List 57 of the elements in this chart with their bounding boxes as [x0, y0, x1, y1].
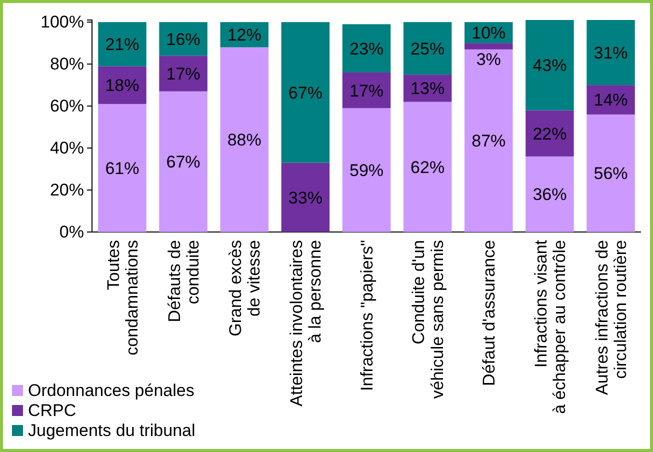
bar — [98, 66, 146, 104]
data-label: 43% — [532, 56, 567, 76]
data-label: 18% — [105, 76, 140, 96]
bar — [526, 110, 574, 156]
y-tick-label: 40% — [50, 138, 84, 158]
data-label: 23% — [349, 39, 384, 58]
bar — [464, 43, 513, 50]
bar — [342, 72, 391, 108]
y-tick-label: 100% — [40, 12, 84, 32]
data-label: 17% — [166, 64, 200, 84]
data-label: 31% — [594, 43, 628, 62]
bar — [281, 22, 330, 163]
data-label: 12% — [227, 26, 262, 45]
bar — [526, 156, 574, 232]
data-label: 56% — [594, 164, 628, 184]
data-label: 59% — [349, 161, 384, 180]
x-tick-label: Défaut d'assurance — [480, 240, 499, 386]
x-tick-label: Toutes condamnations — [104, 240, 142, 356]
y-tick-label: 60% — [50, 96, 84, 116]
bar — [586, 20, 635, 86]
data-label: 22% — [532, 124, 567, 144]
data-label: 67% — [288, 83, 322, 102]
bar — [342, 24, 391, 72]
bar — [403, 102, 452, 232]
data-label: 62% — [410, 158, 445, 177]
data-label: 33% — [288, 188, 322, 208]
legend-label: Jugements du tribunal — [28, 420, 196, 440]
bar — [403, 22, 452, 75]
bar — [342, 108, 391, 232]
legend-label: Ordonnances pénales — [28, 380, 194, 400]
data-label: 16% — [166, 30, 200, 49]
data-label: 3% — [476, 50, 501, 69]
bar — [98, 22, 146, 66]
data-label: 14% — [594, 90, 628, 110]
data-label: 10% — [472, 24, 506, 43]
bar — [526, 20, 574, 110]
bar — [159, 56, 208, 92]
bar — [98, 104, 146, 232]
data-label: 61% — [105, 158, 140, 178]
data-label: 13% — [410, 79, 445, 98]
data-label: 21% — [105, 35, 140, 54]
data-label: 88% — [227, 130, 262, 150]
data-label: 67% — [166, 152, 200, 172]
data-label: 25% — [410, 39, 445, 58]
data-label: 87% — [472, 132, 506, 151]
y-tick-label: 0% — [59, 222, 84, 242]
y-tick-label: 20% — [50, 180, 84, 200]
data-label: 17% — [349, 81, 384, 100]
x-tick-label: Infractions "papiers" — [357, 240, 376, 391]
bar — [464, 49, 513, 232]
bar — [159, 91, 208, 232]
bar — [281, 162, 330, 232]
y-tick-label: 80% — [50, 54, 84, 74]
legend-label: CRPC — [28, 400, 76, 420]
bar — [586, 114, 635, 232]
bar — [220, 47, 268, 232]
data-label: 36% — [532, 185, 567, 204]
